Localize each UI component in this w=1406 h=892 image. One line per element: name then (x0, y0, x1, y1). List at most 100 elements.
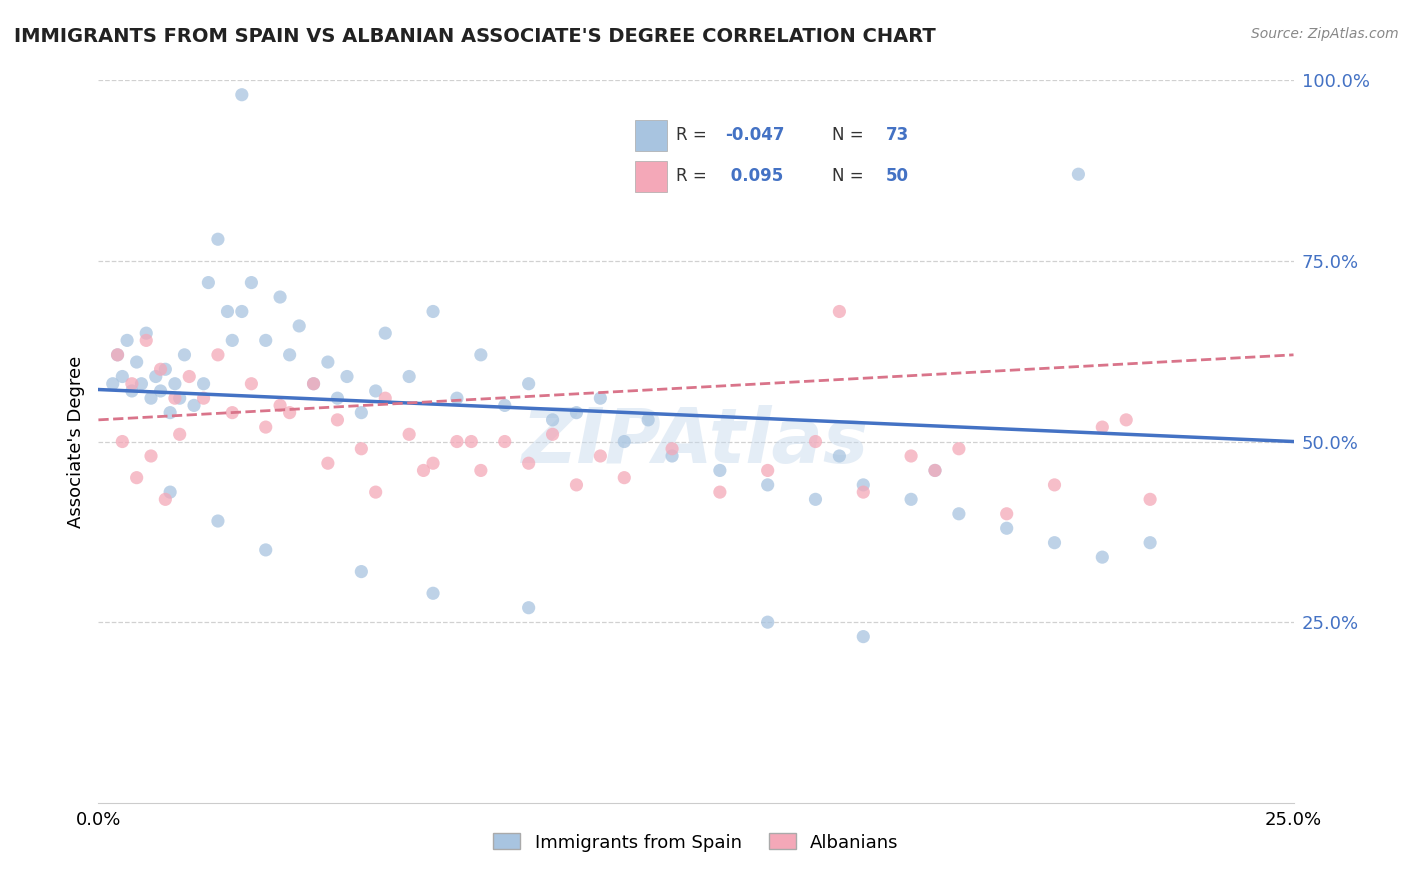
Point (125, 355, 148, 369)
Point (207, 232, 229, 246)
Point (111, 369, 134, 384)
Point (179, 369, 201, 384)
Point (139, 449, 162, 463)
Point (541, 427, 564, 442)
Point (589, 449, 612, 463)
Point (254, 542, 277, 557)
Point (828, 449, 851, 463)
Point (565, 478, 588, 492)
Point (517, 456, 540, 470)
Point (135, 334, 157, 348)
Point (637, 413, 659, 427)
Point (197, 276, 219, 290)
Point (254, 420, 277, 434)
Point (336, 369, 359, 384)
Point (494, 398, 516, 412)
Text: IMMIGRANTS FROM SPAIN VS ALBANIAN ASSOCIATE'S DEGREE CORRELATION CHART: IMMIGRANTS FROM SPAIN VS ALBANIAN ASSOCI… (14, 27, 936, 45)
Point (149, 384, 172, 398)
Point (240, 376, 263, 391)
Point (446, 434, 468, 449)
Point (661, 442, 683, 456)
Point (302, 376, 325, 391)
Point (169, 391, 191, 405)
Point (302, 376, 325, 391)
Point (169, 427, 191, 442)
Point (221, 334, 243, 348)
Point (288, 318, 311, 333)
Point (446, 391, 468, 405)
Point (350, 442, 373, 456)
Point (269, 290, 291, 304)
Point (193, 376, 215, 391)
Point (1115, 413, 1137, 427)
Point (193, 391, 215, 405)
Point (316, 355, 339, 369)
Point (159, 406, 181, 420)
Point (709, 485, 731, 500)
Legend: Immigrants from Spain, Albanians: Immigrants from Spain, Albanians (486, 826, 905, 859)
Point (155, 362, 177, 376)
Point (613, 470, 636, 484)
Point (326, 391, 349, 405)
Point (517, 376, 540, 391)
Point (240, 276, 263, 290)
Point (278, 348, 301, 362)
Point (948, 507, 970, 521)
Point (135, 326, 157, 340)
Point (470, 348, 492, 362)
Point (589, 391, 612, 405)
Point (924, 463, 946, 477)
Point (326, 413, 349, 427)
Point (613, 434, 636, 449)
Point (412, 463, 434, 477)
Text: ZIPAtlas: ZIPAtlas (522, 405, 870, 478)
Point (217, 304, 239, 318)
Point (924, 463, 946, 477)
Point (541, 413, 564, 427)
Point (107, 348, 129, 362)
Point (517, 600, 540, 615)
Point (316, 456, 339, 470)
Point (900, 492, 922, 507)
Point (278, 406, 301, 420)
Point (1139, 535, 1161, 549)
Point (107, 348, 129, 362)
Point (139, 391, 162, 405)
Point (125, 470, 148, 484)
Point (364, 384, 387, 398)
Point (173, 348, 195, 362)
Point (207, 514, 229, 528)
Point (804, 492, 827, 507)
Point (121, 384, 143, 398)
Point (1139, 492, 1161, 507)
Point (163, 376, 186, 391)
Point (709, 463, 731, 477)
Point (995, 521, 1018, 535)
Point (422, 304, 444, 318)
Point (364, 485, 387, 500)
Point (661, 449, 683, 463)
Point (221, 406, 243, 420)
Point (350, 406, 373, 420)
Point (145, 369, 167, 384)
Point (254, 334, 277, 348)
Point (852, 485, 875, 500)
Point (494, 434, 516, 449)
Point (374, 326, 396, 340)
Point (1043, 478, 1066, 492)
Point (183, 398, 205, 412)
Point (1043, 535, 1066, 549)
Point (131, 376, 153, 391)
Point (852, 630, 875, 644)
Point (1091, 550, 1114, 565)
Point (1091, 420, 1114, 434)
Point (852, 478, 875, 492)
Point (121, 376, 143, 391)
Point (756, 463, 779, 477)
Point (149, 362, 172, 376)
Point (398, 427, 420, 442)
Text: Source: ZipAtlas.com: Source: ZipAtlas.com (1251, 27, 1399, 41)
Point (111, 434, 134, 449)
Point (422, 456, 444, 470)
Point (460, 434, 482, 449)
